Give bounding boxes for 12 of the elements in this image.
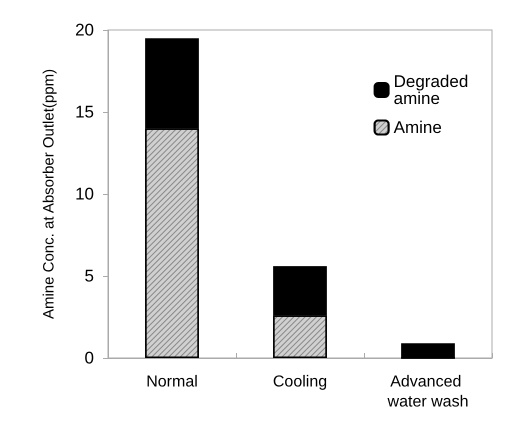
legend-label: Amine [394, 118, 442, 137]
y-axis-title: Amine Conc. at Absorber Outlet(ppm) [40, 68, 58, 320]
y-tick-label: 5 [84, 266, 94, 286]
y-tick-label: 10 [75, 184, 94, 204]
x-tick-label: Normal [146, 374, 198, 390]
x-tick-label: Cooling [272, 374, 328, 390]
bar [401, 343, 455, 358]
y-tick-label: 20 [75, 20, 94, 40]
y-tick-label: 15 [75, 102, 94, 122]
y-tick-label: 0 [84, 348, 94, 368]
legend-label: Degraded amine [394, 72, 473, 108]
x-tick-label: Advanced water wash [386, 374, 468, 410]
